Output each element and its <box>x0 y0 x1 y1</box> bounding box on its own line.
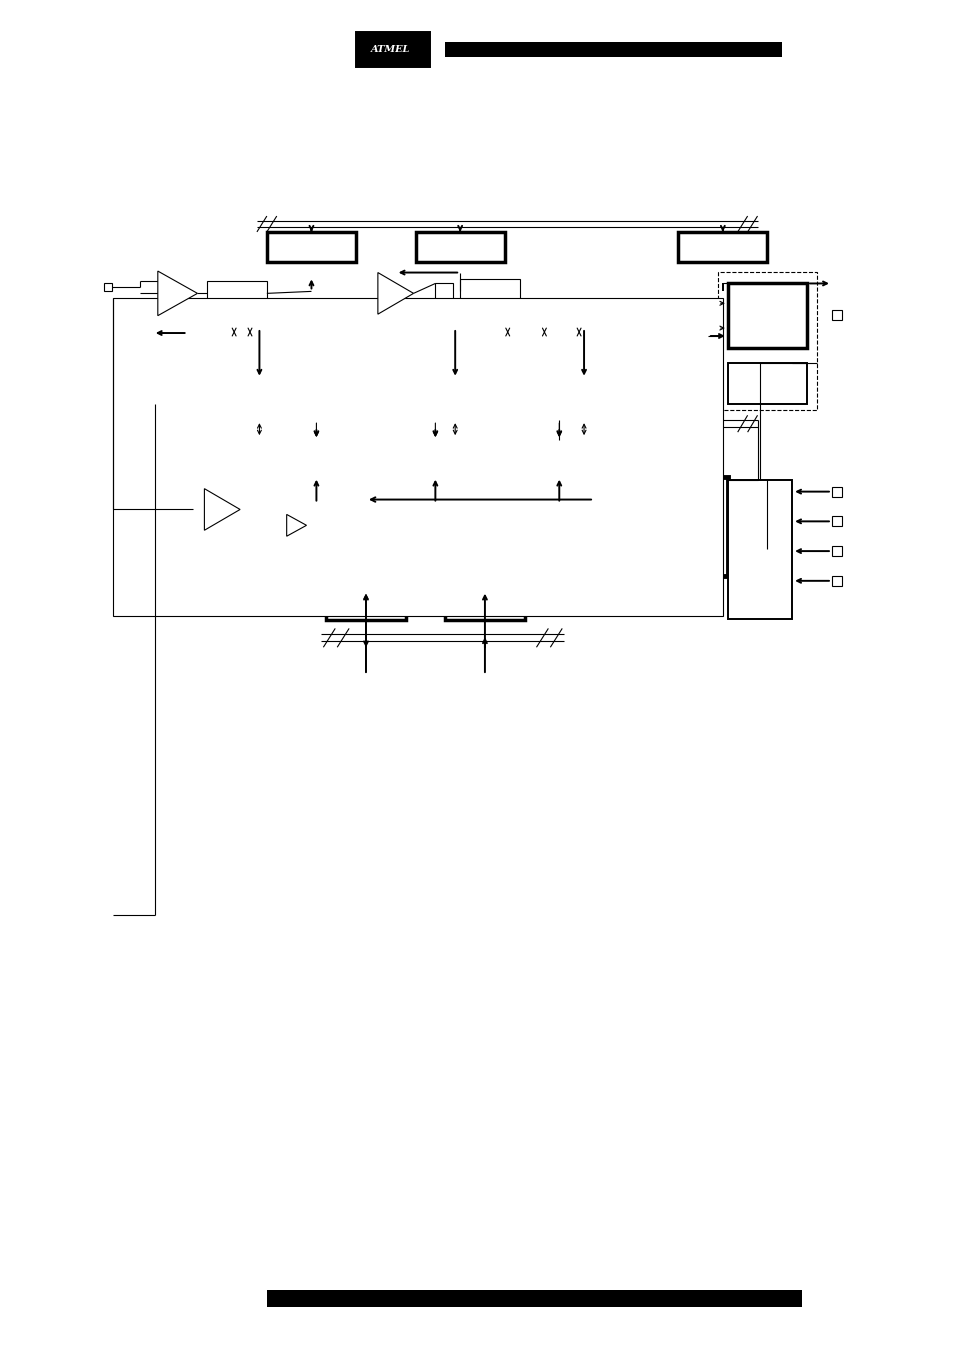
Bar <box>727 284 806 349</box>
Bar <box>727 363 806 404</box>
Bar <box>272 440 360 471</box>
Bar <box>104 284 112 292</box>
Bar <box>459 280 519 304</box>
Bar <box>391 440 479 471</box>
Bar <box>445 590 524 620</box>
Bar <box>831 516 841 527</box>
Bar <box>207 281 267 303</box>
Bar <box>355 31 430 68</box>
Bar <box>346 500 613 551</box>
Bar <box>267 1290 801 1308</box>
Bar <box>514 440 603 471</box>
Bar <box>490 336 598 359</box>
Polygon shape <box>157 272 197 316</box>
Bar <box>222 378 296 408</box>
Bar <box>598 336 707 359</box>
Bar <box>678 232 766 262</box>
Bar <box>222 336 296 359</box>
Bar <box>717 272 816 411</box>
Bar <box>416 232 504 262</box>
Bar <box>267 232 355 262</box>
Bar <box>445 42 781 58</box>
Text: ATMEL: ATMEL <box>371 45 410 54</box>
Bar <box>831 486 841 497</box>
Bar <box>410 378 499 408</box>
Bar <box>538 378 628 408</box>
Bar <box>311 486 693 567</box>
Polygon shape <box>377 273 414 315</box>
Bar <box>727 480 791 619</box>
Bar <box>831 546 841 557</box>
Bar <box>831 311 841 320</box>
Bar <box>831 576 841 586</box>
Bar <box>113 299 722 616</box>
Bar <box>326 590 405 620</box>
Bar <box>267 477 727 576</box>
Polygon shape <box>204 489 240 531</box>
Bar <box>435 284 453 301</box>
Bar <box>123 332 188 369</box>
Polygon shape <box>287 515 306 536</box>
